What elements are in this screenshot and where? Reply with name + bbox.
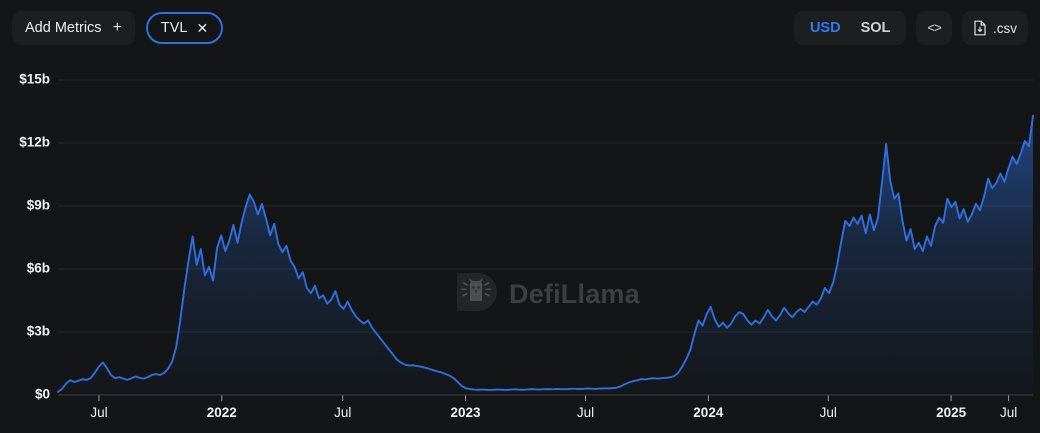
tvl-area-chart[interactable]: $0 $3b $6b $9b $12b $15b Jul 2022 Jul 2023 Jul 202… (0, 56, 1040, 433)
plus-icon: + (112, 19, 122, 36)
y-axis-label: $9b (27, 198, 50, 213)
x-axis-ticks (98, 395, 1010, 401)
toolbar-left-group: Add Metrics + TVL ✕ (12, 11, 224, 45)
tvl-line (57, 114, 1034, 393)
x-axis-label: Jul (820, 405, 837, 420)
x-axis-label: 2022 (207, 405, 237, 420)
x-axis-label: Jul (334, 405, 351, 420)
metric-chip-label: TVL (160, 20, 188, 36)
currency-toggle[interactable]: USD SOL (793, 11, 907, 45)
close-icon[interactable]: ✕ (196, 20, 209, 36)
x-axis-labels: Jul 2022 Jul 2023 Jul 2024 Jul 2025 Jul (90, 405, 1017, 420)
x-axis-label: 2025 (936, 405, 967, 420)
currency-option-sol[interactable]: SOL (860, 20, 891, 36)
x-axis-label: 2023 (451, 405, 482, 420)
embed-code-button[interactable]: <> (916, 11, 952, 45)
x-axis-label: Jul (577, 405, 594, 420)
y-axis-labels: $0 $3b $6b $9b $12b $15b (19, 72, 50, 402)
y-axis-label: $3b (27, 324, 50, 339)
add-metrics-label: Add Metrics (25, 20, 102, 36)
metric-chip-tvl[interactable]: TVL ✕ (145, 12, 224, 44)
x-axis-label: 2024 (693, 405, 724, 420)
area-fill (58, 115, 1033, 395)
code-brackets-icon: <> (927, 20, 942, 36)
y-axis-label: $12b (19, 135, 50, 150)
add-metrics-button[interactable]: Add Metrics + (12, 11, 135, 45)
x-axis-label: Jul (90, 405, 107, 420)
download-csv-button[interactable]: .csv (961, 11, 1028, 45)
chart-area[interactable]: $0 $3b $6b $9b $12b $15b Jul 2022 Jul 2023 Jul 202… (0, 56, 1040, 433)
y-axis-label: $15b (19, 72, 50, 87)
file-download-icon (973, 20, 987, 36)
y-axis-label: $6b (27, 261, 50, 276)
x-axis-label: Jul (1000, 405, 1017, 420)
csv-label: .csv (992, 20, 1017, 36)
toolbar-right-group: USD SOL <> .csv (793, 11, 1028, 45)
currency-option-usd[interactable]: USD (809, 20, 841, 36)
y-axis-label: $0 (35, 387, 50, 402)
chart-toolbar: Add Metrics + TVL ✕ USD SOL <> (0, 0, 1040, 56)
